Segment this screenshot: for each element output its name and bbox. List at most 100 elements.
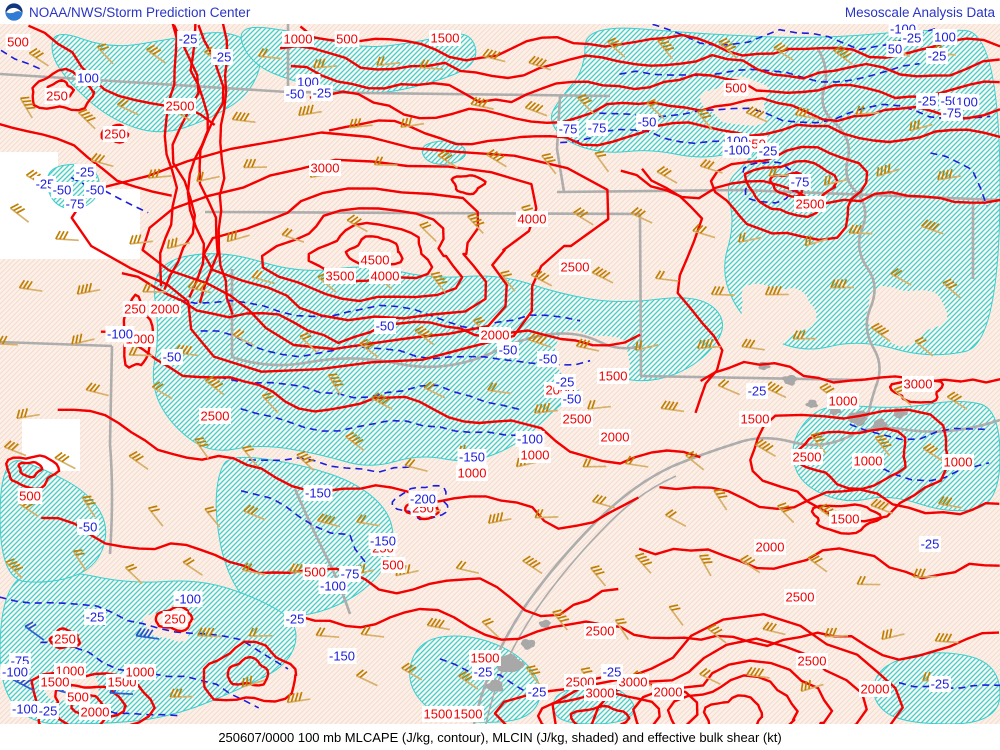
wind-barb [16,408,40,420]
mlcin-contour [99,706,181,717]
water-body [538,619,551,629]
svg-text:2500: 2500 [561,260,590,275]
mlcin-contour [240,408,521,437]
mlcape-value-label: 500 [302,564,328,580]
mlcape-value-label: 2000 [149,301,181,317]
svg-text:-25: -25 [528,685,547,700]
svg-text:-100: -100 [724,143,750,158]
wind-barb [528,55,552,71]
svg-text:-50: -50 [286,87,305,102]
mlcape-value-label: 500 [65,689,91,705]
wind-barb [699,158,723,174]
mlcin-value-label: -75 [586,120,608,136]
mlcin-value-label: -25 [211,49,233,65]
mlcape-value-label: 1500 [829,511,861,527]
wind-barb [147,505,164,527]
svg-text:1000: 1000 [521,448,550,463]
svg-text:-25: -25 [86,610,105,625]
wind-barb [874,434,892,457]
wind-barb [764,381,787,399]
wind-barb [718,37,737,59]
mlcin-value-label: -25 [526,684,548,700]
mesoanalysis-map[interactable]: 500 250 250 2500 1000 500 1500 500 3000 4000 2500 4… [0,24,1000,724]
wind-barb [823,175,848,186]
mlcin-value-label: -25 [746,383,768,399]
mlcin-value-label: -50 [284,86,306,102]
mlcin-value-label: 100 [932,29,958,45]
mlcin-value-label: -25 [311,85,333,101]
wind-barb [296,450,315,472]
wind-barb [660,400,685,413]
svg-text:-75: -75 [66,197,85,212]
mlcin-contours [0,24,1000,717]
svg-text:-50: -50 [539,352,558,367]
water-body [829,406,842,416]
state-border-line [204,210,641,216]
wind-barb [876,163,900,177]
wind-barb [313,58,337,69]
wind-barb [668,604,684,626]
mlcape-value-label: 2500 [794,196,826,212]
mlcin-value-label: -50 [84,182,106,198]
mlcin-contour [0,49,45,72]
mlcin-value-label: -50 [51,182,73,198]
wind-barb [373,156,398,167]
svg-text:4000: 4000 [518,212,547,227]
svg-text:-50: -50 [376,319,395,334]
wind-barb [830,279,854,289]
svg-text:2500: 2500 [786,590,815,605]
wind-barb [630,206,653,224]
mlcape-contour [202,187,488,322]
svg-text:-100: -100 [12,702,38,717]
mlcape-contour [699,360,1000,384]
svg-text:-25: -25 [748,384,767,399]
wind-barb [128,450,149,471]
mlcape-contour [0,123,172,197]
wind-barb [204,506,221,528]
wind-barb [458,670,479,690]
svg-text:2500: 2500 [793,450,822,465]
mlcin-value-label: -50 [497,342,519,358]
svg-text:2000: 2000 [601,430,630,445]
mlcape-value-label: 250 [44,88,70,104]
svg-text:1500: 1500 [599,369,628,384]
svg-text:-75: -75 [588,121,607,136]
wind-barb [665,509,687,527]
svg-text:-25: -25 [286,612,305,627]
svg-text:1000: 1000 [829,394,858,409]
mlcape-contour [154,605,194,633]
wind-barb [909,119,933,132]
svg-text:-25: -25 [931,677,950,692]
wind-barb [414,325,435,346]
wind-barb [587,399,611,410]
mlcape-contour [202,640,298,703]
wind-barb [698,554,713,577]
wind-barb [182,556,203,576]
mlcape-value-label: 500 [380,557,406,573]
wind-barb [359,338,379,359]
mlcin-value-label: -25 [929,676,951,692]
wind-barb [204,375,225,396]
wind-barb [575,338,600,352]
wind-barb [135,627,160,640]
wind-barb [455,560,480,575]
water-body [872,418,888,429]
wind-barb [9,203,30,223]
mlcape-value-label: 2000 [599,429,631,445]
mlcin-value-label: -100 [173,591,203,607]
wind-barb [525,665,542,687]
wind-barb [481,617,500,639]
mlcape-contour [702,694,764,724]
mesoscale-analysis-link[interactable]: Mesoscale Analysis Data [844,4,995,20]
svg-text:3000: 3000 [586,686,615,701]
svg-text:2000: 2000 [654,685,683,700]
mlcape-value-label: 500 [17,488,43,504]
mlcape-value-label: 1500 [469,650,501,666]
mlcape-value-label: 500 [5,34,31,50]
svg-text:-50: -50 [638,115,657,130]
noaa-logo-icon[interactable] [5,3,23,21]
mlcin-value-label: -100 [515,431,545,447]
mlcape-contour [632,659,834,724]
mlcape-contour [279,44,1000,80]
